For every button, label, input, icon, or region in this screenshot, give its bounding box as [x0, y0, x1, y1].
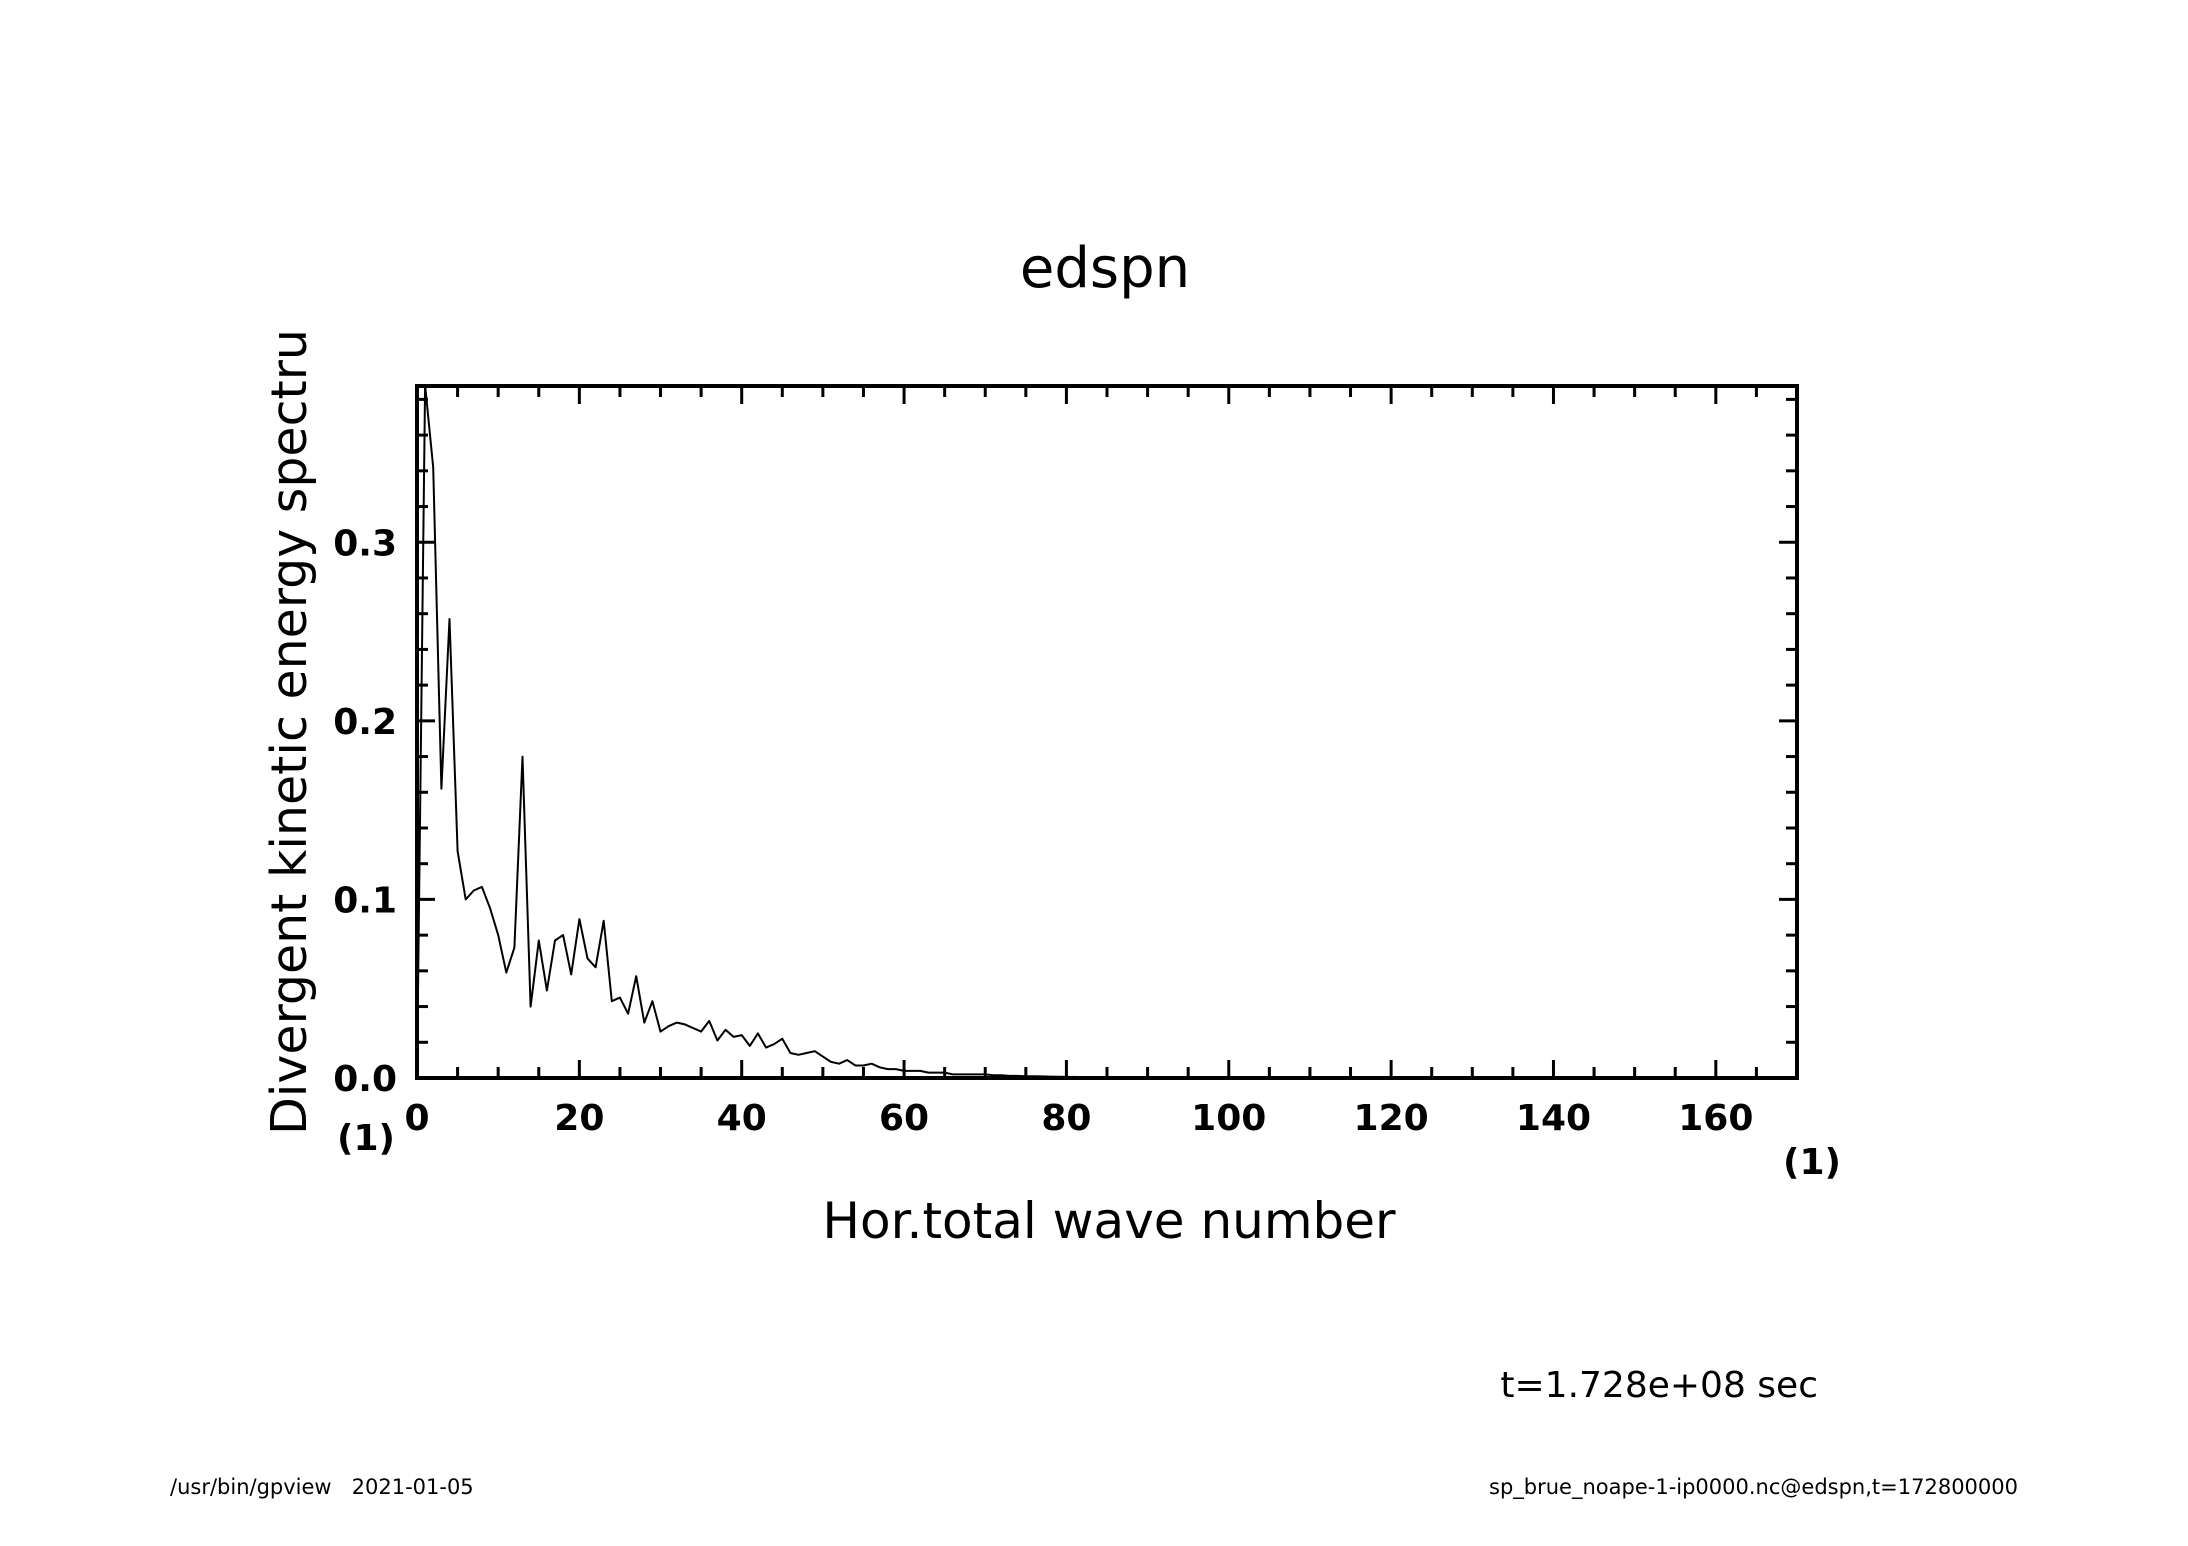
y-axis-label: Divergent kinetic energy spectru [261, 329, 318, 1135]
x-tick-label: 20 [554, 1098, 604, 1139]
x-tick-labels: 0 20 40 60 80 100 120 140 160 [404, 1098, 1753, 1139]
x-tick-label: 0 [404, 1098, 429, 1139]
footer-left: /usr/bin/gpview 2021-01-05 [170, 1475, 474, 1499]
y-tick-label: 0.3 [333, 523, 397, 564]
series-layer [416, 384, 1797, 1079]
chart-title: edspn [1020, 236, 1190, 301]
x-unit-label: (1) [1783, 1142, 1841, 1183]
x-tick-label: 120 [1354, 1098, 1429, 1139]
y-tick-labels: 0.0 0.1 0.2 0.3 [333, 523, 397, 1100]
x-tick-label: 60 [879, 1098, 929, 1139]
series-line-0 [416, 384, 1797, 1079]
x-tick-label: 160 [1678, 1098, 1753, 1139]
x-tick-label: 100 [1191, 1098, 1266, 1139]
plot-area [415, 384, 1799, 1080]
time-label: t=1.728e+08 sec [1500, 1365, 1818, 1406]
y-tick-label: 0.1 [333, 880, 397, 921]
x-tick-label: 140 [1516, 1098, 1591, 1139]
x-tick-label: 80 [1041, 1098, 1091, 1139]
footer-right: sp_brue_noape-1-ip0000.nc@edspn,t=172800… [1489, 1475, 2018, 1500]
y-tick-label: 0.0 [333, 1059, 397, 1100]
x-tick-label: 40 [717, 1098, 767, 1139]
y-tick-label: 0.2 [333, 702, 397, 743]
y-unit-label: (1) [337, 1118, 395, 1159]
x-axis-label: Hor.total wave number [822, 1192, 1396, 1250]
